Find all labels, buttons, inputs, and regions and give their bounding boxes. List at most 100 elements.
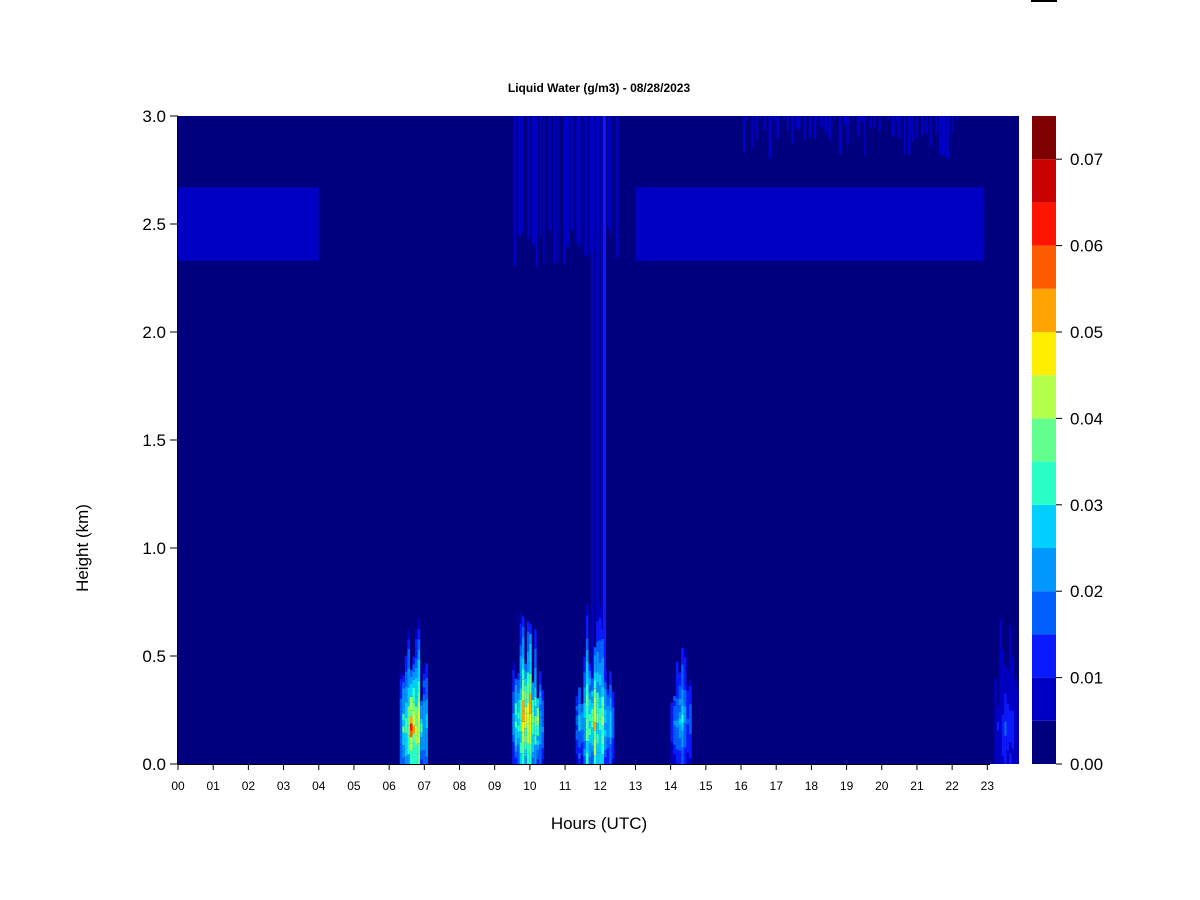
heatmap-feature-8 xyxy=(580,742,584,747)
heatmap-feature-7 xyxy=(514,703,518,710)
heatmap-feature-8 xyxy=(604,750,607,758)
heatmap-feature-3 xyxy=(846,116,849,144)
heatmap-feature-7 xyxy=(534,754,537,764)
heatmap-feature-10 xyxy=(1016,753,1019,759)
heatmap-feature-8 xyxy=(585,649,589,662)
heatmap-feature-9 xyxy=(689,734,692,741)
heatmap-feature-7 xyxy=(541,695,544,701)
heatmap-feature-7 xyxy=(526,651,530,663)
heatmap-feature-10 xyxy=(1001,723,1005,732)
heatmap-feature-7 xyxy=(534,715,537,726)
heatmap-feature-7 xyxy=(522,679,525,691)
heatmap-feature-6 xyxy=(425,742,428,750)
heatmap-feature-7 xyxy=(539,697,542,705)
heatmap-feature-3 xyxy=(941,116,946,156)
heatmap-feature-2-streak xyxy=(676,197,678,251)
heatmap-feature-3 xyxy=(843,116,847,126)
heatmap-feature-8 xyxy=(598,752,602,764)
heatmap-feature-6 xyxy=(415,706,418,716)
y-tick-label: 0.0 xyxy=(142,755,166,774)
heatmap-feature-6 xyxy=(399,757,403,764)
heatmap-feature-9 xyxy=(673,696,676,701)
colorbar-tick-label: 0.05 xyxy=(1070,323,1103,342)
heatmap-feature-9 xyxy=(675,683,679,692)
heatmap-feature-9 xyxy=(673,759,676,764)
heatmap-feature-7 xyxy=(522,690,525,701)
heatmap-feature-7 xyxy=(522,637,525,648)
heatmap-feature-2-streak xyxy=(764,195,766,254)
x-tick-label: 21 xyxy=(910,779,924,793)
heatmap-feature-2-streak xyxy=(802,187,804,253)
heatmap-feature-2-streak xyxy=(815,189,818,260)
heatmap-feature-8 xyxy=(609,750,612,758)
heatmap-feature-9 xyxy=(681,672,684,682)
heatmap-feature-6 xyxy=(420,755,423,760)
heatmap-feature-1-streak xyxy=(240,196,242,255)
heatmap-feature-10 xyxy=(1009,646,1012,658)
heatmap-feature-6 xyxy=(404,740,408,749)
heatmap-feature-6 xyxy=(425,735,428,743)
heatmap-feature-7 xyxy=(541,732,544,738)
heatmap-feature-10 xyxy=(1006,757,1010,764)
heatmap-feature-6 xyxy=(402,719,405,727)
heatmap-feature-4 xyxy=(521,116,524,231)
heatmap-feature-8 xyxy=(580,703,584,709)
heatmap-feature-2-streak xyxy=(912,190,914,255)
heatmap-feature-8 xyxy=(575,701,579,706)
heatmap-feature-7 xyxy=(541,737,544,743)
heatmap-feature-6 xyxy=(402,675,405,683)
heatmap-feature-8 xyxy=(591,696,594,703)
colorbar-tick-label: 0.00 xyxy=(1070,755,1103,774)
heatmap-feature-9 xyxy=(683,706,687,715)
heatmap-feature-2-streak xyxy=(886,196,888,260)
heatmap-feature-2-streak xyxy=(878,191,880,257)
heatmap-feature-10 xyxy=(1006,683,1010,690)
heatmap-feature-10 xyxy=(996,759,1000,764)
heatmap-feature-10 xyxy=(994,744,997,751)
heatmap-feature-8 xyxy=(611,733,615,739)
heatmap-feature-8 xyxy=(601,715,604,726)
heatmap-feature-10 xyxy=(1016,715,1019,722)
heatmap-feature-3 xyxy=(878,116,881,132)
heatmap-feature-7 xyxy=(512,691,515,699)
heatmap-feature-2-streak xyxy=(688,197,691,258)
heatmap-feature-3 xyxy=(745,116,748,121)
heatmap-feature-8 xyxy=(598,696,602,708)
heatmap-feature-9 xyxy=(673,744,676,750)
heatmap-feature-7 xyxy=(529,744,532,754)
heatmap-feature-10 xyxy=(994,731,997,738)
x-ticks: 00 01 02 03 04 05 06 07 08 09 10 11 12 13 14 15 16 17 18 19… xyxy=(171,764,994,793)
heatmap-feature-8 xyxy=(588,706,592,714)
heatmap-feature-8 xyxy=(578,709,581,715)
heatmap-feature-3 xyxy=(924,116,928,134)
heatmap-feature-7 xyxy=(526,631,530,642)
heatmap-feature-2-streak xyxy=(694,192,696,253)
heatmap-feature-8 xyxy=(596,733,599,744)
heatmap-feature-9 xyxy=(686,724,690,731)
x-tick-label: 11 xyxy=(559,779,572,793)
x-tick-label: 07 xyxy=(418,779,432,793)
heatmap-feature-7 xyxy=(531,705,535,712)
heatmap-feature-9 xyxy=(675,676,679,684)
heatmap-feature-7 xyxy=(536,735,539,741)
heatmap-feature-10 xyxy=(1016,758,1019,764)
heatmap-feature-8 xyxy=(583,664,586,673)
heatmap-feature-10 xyxy=(1001,706,1005,715)
heatmap-feature-6 xyxy=(407,735,410,745)
heatmap-feature-9 xyxy=(686,701,690,708)
heatmap-feature-6 xyxy=(420,709,423,715)
x-tick-label: 03 xyxy=(277,779,291,793)
heatmap-feature-7 xyxy=(531,699,535,706)
heatmap-feature-8 xyxy=(604,729,607,737)
heatmap-feature-6 xyxy=(407,706,410,717)
heatmap-feature-2-streak xyxy=(868,192,870,258)
heatmap-cells xyxy=(178,116,1019,764)
heatmap-feature-10 xyxy=(1011,657,1015,665)
heatmap-feature-7 xyxy=(514,715,518,722)
x-tick-label: 08 xyxy=(453,779,467,793)
heatmap-feature-8 xyxy=(604,743,607,751)
heatmap-feature-9 xyxy=(670,746,674,751)
heatmap-feature-10 xyxy=(1001,747,1005,756)
heatmap-feature-3 xyxy=(824,116,828,134)
heatmap-feature-7 xyxy=(541,711,544,717)
